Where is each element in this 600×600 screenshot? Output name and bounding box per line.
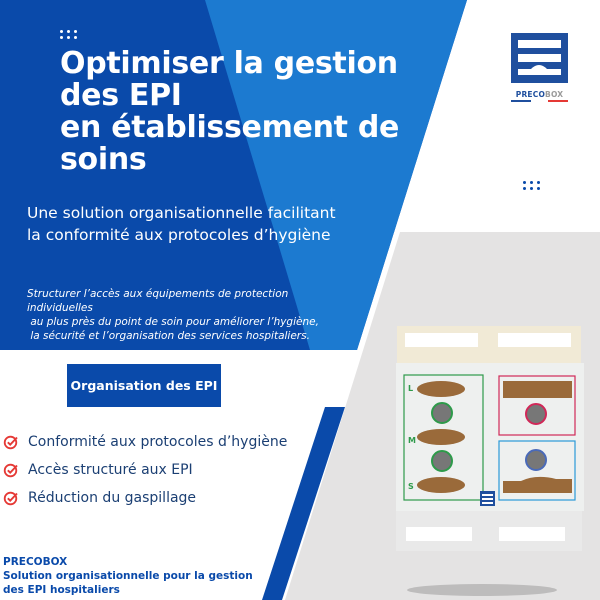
benefits-list: Conformité aux protocoles d’hygiène Accè… — [3, 428, 287, 512]
check-circle-icon — [3, 463, 18, 478]
description: Structurer l’accès aux équipements de pr… — [27, 287, 367, 343]
page-title: Optimiser la gestion des EPI en établiss… — [60, 48, 420, 176]
decorative-dots — [60, 30, 77, 39]
description-line: individuelles — [27, 302, 93, 314]
list-item: Accès structuré aux EPI — [3, 456, 287, 484]
light-blue-band — [205, 0, 467, 350]
size-label-l: L — [408, 384, 413, 393]
decorative-dots — [523, 181, 540, 190]
footer-tagline: des EPI hospitaliers — [3, 584, 120, 596]
description-line: la sécurité et l’organisation des servic… — [27, 330, 310, 342]
subtitle: Une solution organisationnelle facilitan… — [27, 202, 336, 246]
list-item: Conformité aux protocoles d’hygiène — [3, 428, 287, 456]
footer-brand: PRECOBOX — [3, 556, 68, 568]
precobox-device-photo: L M S — [396, 326, 586, 555]
title-line: en établissement de — [60, 110, 400, 145]
logo-text: BOX — [545, 90, 564, 99]
logo-text: PRECO — [515, 90, 546, 99]
check-circle-icon — [3, 491, 18, 506]
description-line: au plus près du point de soin pour améli… — [27, 316, 319, 328]
description-line: Structurer l’accès aux équipements de pr… — [27, 288, 289, 300]
device-shadow — [407, 584, 557, 596]
blue-stripe — [262, 407, 345, 600]
size-label-s: S — [408, 482, 414, 491]
check-circle-icon — [3, 435, 18, 450]
precobox-logo: PRECOBOX — [511, 33, 568, 102]
title-line: des EPI — [60, 78, 182, 113]
footer-tagline: Solution organisationnelle pour la gesti… — [3, 570, 253, 582]
logo-mark — [511, 33, 568, 83]
dispenser-image: L M S — [396, 326, 584, 551]
list-item: Réduction du gaspillage — [3, 484, 287, 512]
title-line: Optimiser la gestion — [60, 46, 398, 81]
benefit-label: Accès structuré aux EPI — [28, 462, 193, 478]
title-line: soins — [60, 142, 147, 177]
benefit-label: Conformité aux protocoles d’hygiène — [28, 434, 288, 450]
footer: PRECOBOX Solution organisationnelle pour… — [3, 555, 253, 597]
size-label-m: M — [408, 436, 416, 445]
benefit-label: Réduction du gaspillage — [28, 490, 197, 506]
subtitle-line: la conformité aux protocoles d’hygiène — [27, 226, 331, 244]
subtitle-line: Une solution organisationnelle facilitan… — [27, 204, 336, 222]
organisation-epi-button[interactable]: Organisation des EPI — [67, 364, 221, 407]
